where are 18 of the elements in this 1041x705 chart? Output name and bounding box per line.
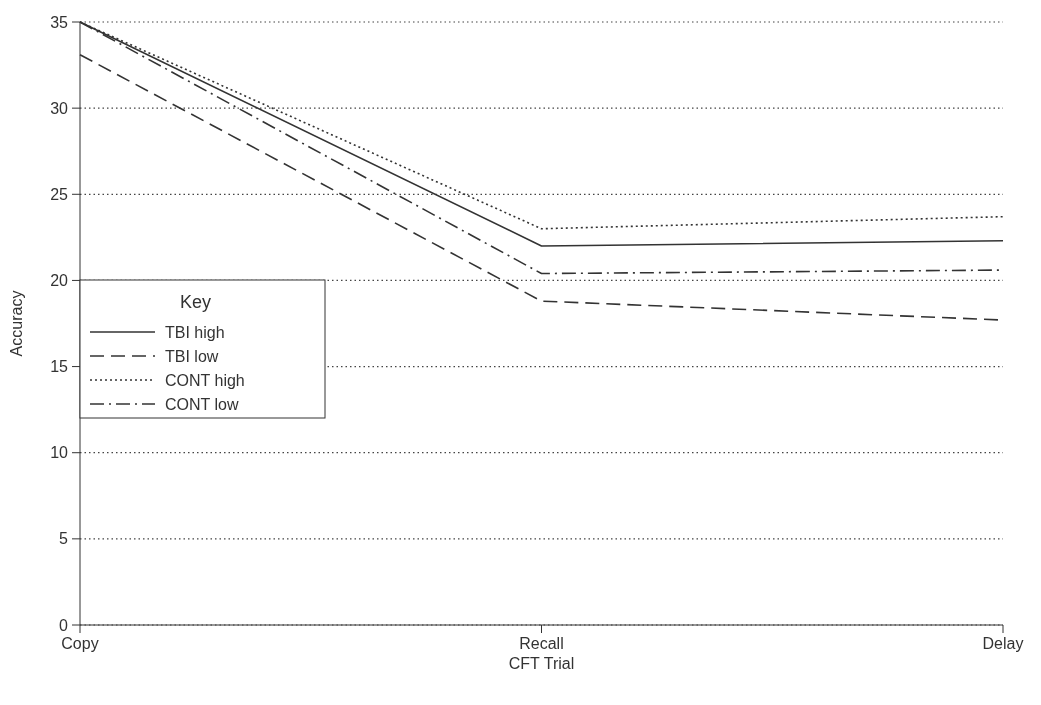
y-tick-label: 20 (50, 272, 69, 290)
y-tick-label: 15 (50, 358, 69, 376)
y-tick-label: 35 (50, 13, 69, 31)
y-axis-title: Accuracy (8, 290, 25, 357)
y-tick-label: 5 (59, 530, 69, 548)
legend-title: Key (180, 292, 212, 312)
legend-label: TBI high (165, 323, 225, 341)
legend-label: CONT high (165, 371, 245, 389)
y-tick-label: 10 (50, 444, 69, 462)
x-tick-label: Recall (519, 635, 564, 652)
y-tick-label: 0 (59, 616, 69, 634)
legend-label: CONT low (165, 395, 239, 413)
x-tick-label: Delay (982, 635, 1024, 652)
y-tick-label: 25 (50, 185, 69, 203)
legend-label: TBI low (165, 347, 219, 365)
x-axis-title: CFT Trial (508, 655, 575, 672)
x-tick-label: Copy (61, 635, 99, 652)
y-tick-label: 30 (50, 99, 69, 117)
